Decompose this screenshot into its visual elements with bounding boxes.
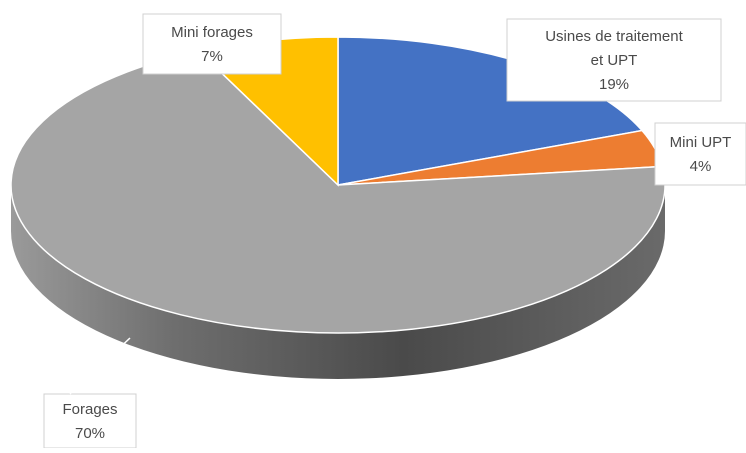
pct-label: 7% xyxy=(201,48,223,65)
pie-label-layer: Usines de traitement et UPT 19% Mini UPT 4% F… xyxy=(43,13,746,449)
pie-side-wall xyxy=(11,185,665,379)
category-label: Usines de traitement xyxy=(545,28,683,45)
callout-label-0: Usines de traitement et UPT 19% xyxy=(506,18,722,102)
pie-side-layer xyxy=(11,185,665,379)
callout-label-1: Mini UPT 4% xyxy=(654,122,746,186)
callout-box xyxy=(506,18,722,102)
pct-label: 19% xyxy=(599,76,629,93)
pct-label: 70% xyxy=(75,425,105,442)
leader-line xyxy=(69,337,131,395)
pie-top-layer xyxy=(10,36,666,334)
callout-box xyxy=(654,122,746,186)
category-label: Mini forages xyxy=(171,24,253,41)
category-label: et UPT xyxy=(591,52,638,69)
category-label: Forages xyxy=(62,401,117,418)
category-label: Mini UPT xyxy=(670,134,732,151)
pie-slice-2 xyxy=(10,50,666,334)
callout-label-3: Mini forages 7% xyxy=(142,13,282,75)
pct-label: 4% xyxy=(690,158,712,175)
callout-label-2: Forages 70% xyxy=(43,337,137,449)
callout-box xyxy=(142,13,282,75)
